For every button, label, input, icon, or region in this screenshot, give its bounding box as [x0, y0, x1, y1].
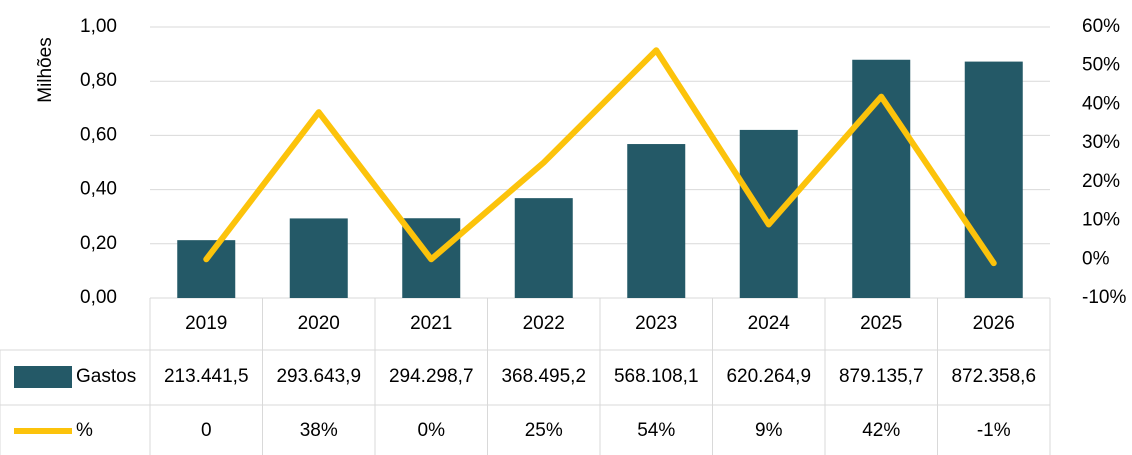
table-value: 38% [300, 420, 338, 441]
bar [514, 198, 573, 298]
table-value: 0 [201, 420, 212, 441]
y2-tick-label: 30% [1082, 132, 1120, 153]
table-value: 213.441,5 [164, 366, 249, 387]
y-tick-label: 1,00 [80, 16, 117, 37]
bar [627, 144, 686, 298]
y2-tick-label: 50% [1082, 55, 1120, 76]
y-tick-label: 0,00 [80, 287, 117, 308]
legend-label: % [76, 420, 93, 441]
y2-tick-label: 60% [1082, 16, 1120, 37]
table-value: 568.108,1 [614, 366, 699, 387]
table-value: 42% [862, 420, 900, 441]
y2-tick-label: 40% [1082, 93, 1120, 114]
x-tick-label: 2020 [298, 313, 340, 334]
bar [739, 129, 798, 298]
bar [177, 240, 236, 298]
bar [289, 218, 348, 298]
y2-tick-label: 0% [1082, 248, 1110, 269]
table-value: -1% [977, 420, 1011, 441]
x-tick-label: 2019 [185, 313, 227, 334]
table-value: 294.298,7 [389, 366, 474, 387]
x-tick-label: 2022 [523, 313, 565, 334]
y-tick-label: 0,20 [80, 233, 117, 254]
x-tick-label: 2023 [635, 313, 677, 334]
y-tick-label: 0,80 [80, 70, 117, 91]
table-value: 25% [525, 420, 563, 441]
x-tick-label: 2024 [748, 313, 791, 334]
table-value: 293.643,9 [276, 366, 361, 387]
x-tick-label: 2026 [973, 313, 1015, 334]
line-series [203, 47, 997, 267]
table-value: 54% [637, 420, 675, 441]
y-tick-label: 0,40 [80, 179, 117, 200]
y2-tick-label: 20% [1082, 171, 1120, 192]
y2-tick-label: -10% [1082, 287, 1126, 308]
legend-label: Gastos [76, 366, 136, 387]
table-value: 879.135,7 [839, 366, 924, 387]
x-tick-label: 2021 [410, 313, 452, 334]
x-tick-label: 2025 [860, 313, 902, 334]
table-value: 368.495,2 [501, 366, 586, 387]
table-value: 9% [755, 420, 783, 441]
legend-swatch [14, 366, 72, 388]
y-axis-label: Milhões [35, 37, 56, 102]
table-value: 0% [418, 420, 446, 441]
y2-tick-label: 10% [1082, 210, 1120, 231]
y-tick-label: 0,60 [80, 124, 117, 145]
table-value: 872.358,6 [951, 366, 1036, 387]
table-value: 620.264,9 [726, 366, 811, 387]
